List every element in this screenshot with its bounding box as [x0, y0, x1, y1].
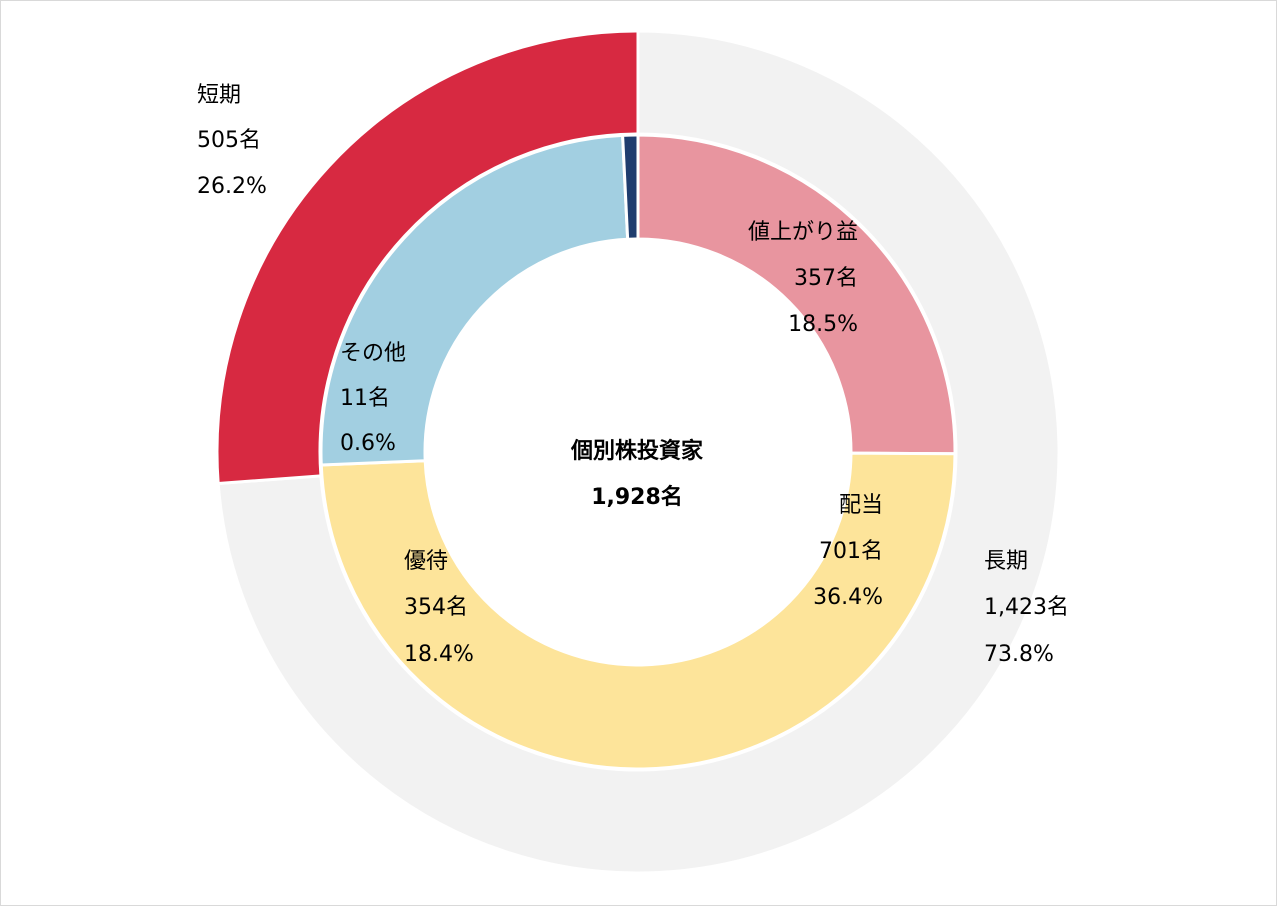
outer-label-long-count: 1,423名: [984, 595, 1069, 620]
inner-label-capital-gain: 値上がり益 357名 18.5%: [748, 220, 858, 337]
outer-label-short: 短期 505名 26.2%: [197, 83, 267, 199]
inner-label-other-name: その他: [340, 341, 406, 366]
inner-slice-1: [319, 451, 957, 771]
inner-slice-3: [621, 133, 640, 241]
center-title: 個別株投資家: [570, 438, 704, 464]
inner-slice-2: [319, 133, 630, 467]
inner-label-benefit-name: 優待: [404, 549, 448, 574]
inner-label-benefit-percent: 18.4%: [404, 642, 474, 667]
inner-label-other: その他 11名 0.6%: [340, 341, 406, 456]
inner-label-benefit-count: 354名: [404, 595, 468, 620]
outer-label-short-percent: 26.2%: [197, 174, 267, 199]
inner-label-benefit: 優待 354名 18.4%: [404, 549, 474, 667]
outer-label-short-count: 505名: [197, 128, 261, 153]
inner-label-other-count: 11名: [340, 386, 390, 411]
inner-slice-0: [636, 133, 957, 456]
inner-label-capital-gain-percent: 18.5%: [788, 312, 858, 337]
inner-label-capital-gain-name: 値上がり益: [748, 220, 858, 245]
outer-label-long-percent: 73.8%: [984, 642, 1054, 667]
outer-label-short-name: 短期: [197, 83, 241, 108]
outer-label-long: 長期 1,423名 73.8%: [984, 549, 1069, 667]
inner-label-dividend: 配当 701名 36.4%: [813, 493, 883, 610]
inner-ring: [319, 133, 957, 771]
inner-label-dividend-count: 701名: [819, 539, 883, 564]
inner-label-other-percent: 0.6%: [340, 431, 396, 456]
inner-label-capital-gain-count: 357名: [794, 266, 858, 291]
inner-label-dividend-name: 配当: [839, 493, 883, 518]
center-total: 1,928名: [591, 484, 683, 510]
inner-label-dividend-percent: 36.4%: [813, 585, 883, 610]
outer-label-long-name: 長期: [984, 549, 1028, 574]
